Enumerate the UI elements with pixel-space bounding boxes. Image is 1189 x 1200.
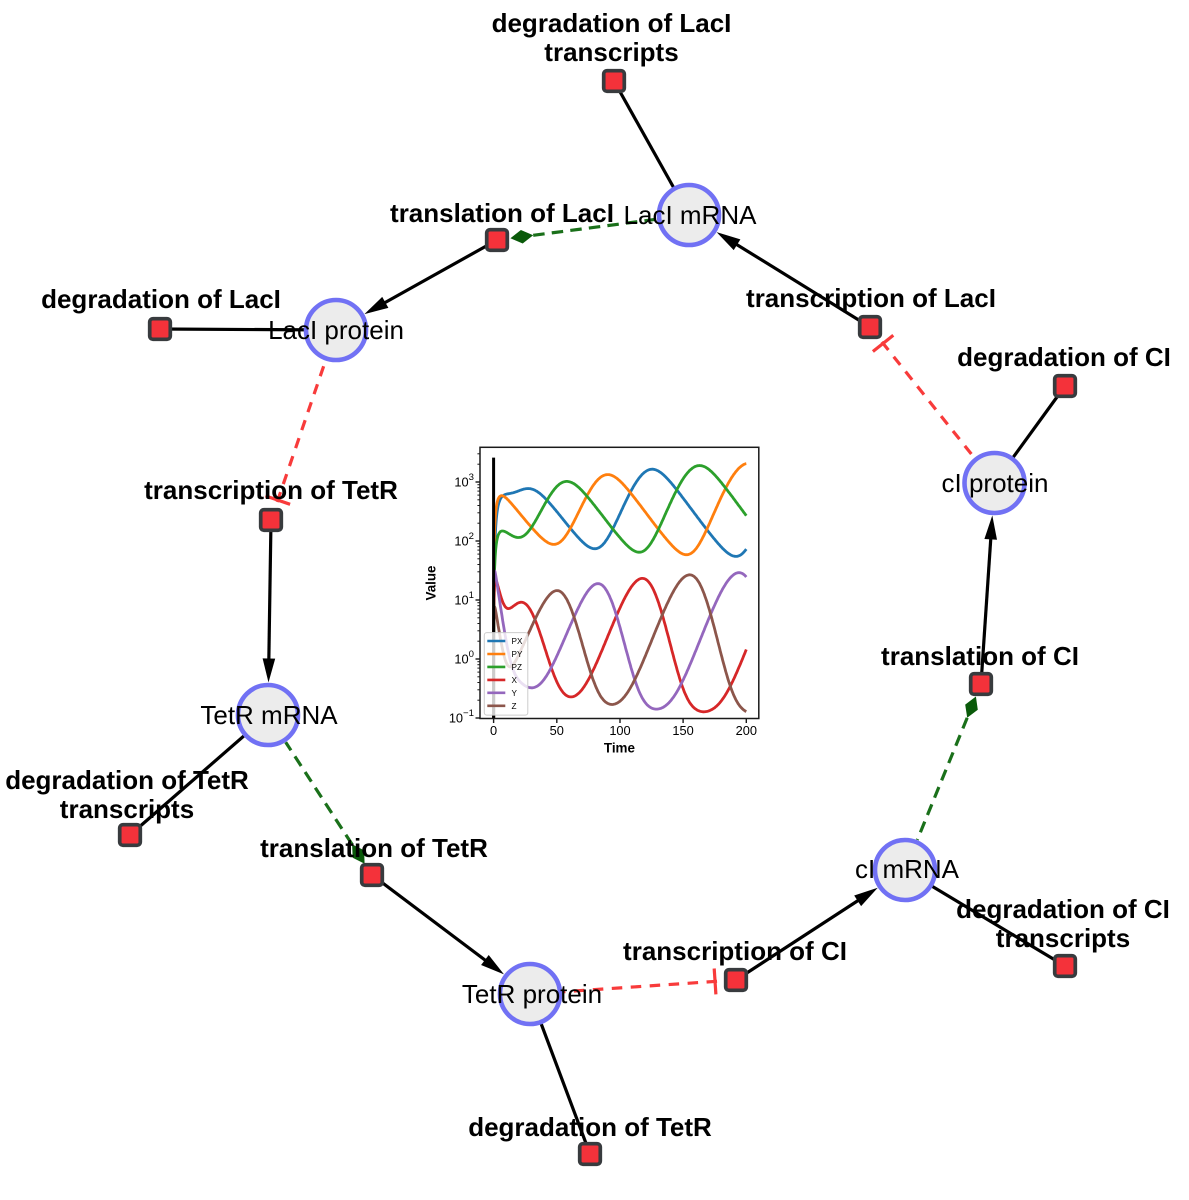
svg-text:translation of CI: translation of CI xyxy=(881,641,1079,671)
svg-text:degradation of CI: degradation of CI xyxy=(956,894,1170,924)
svg-text:degradation of TetR: degradation of TetR xyxy=(468,1112,712,1142)
svg-text:transcripts: transcripts xyxy=(996,923,1130,953)
svg-text:Time: Time xyxy=(604,741,635,756)
svg-text:translation of LacI: translation of LacI xyxy=(390,198,614,228)
svg-text:102: 102 xyxy=(454,531,474,548)
svg-text:TetR mRNA: TetR mRNA xyxy=(200,700,338,730)
svg-text:cI mRNA: cI mRNA xyxy=(855,854,960,884)
svg-text:transcription of LacI: transcription of LacI xyxy=(746,283,996,313)
svg-text:degradation of TetR: degradation of TetR xyxy=(5,765,249,795)
svg-text:PY: PY xyxy=(512,650,523,659)
svg-text:X: X xyxy=(512,676,518,685)
svg-text:103: 103 xyxy=(454,472,474,489)
svg-text:50: 50 xyxy=(550,723,564,738)
svg-text:101: 101 xyxy=(454,590,474,607)
svg-text:cI protein: cI protein xyxy=(942,468,1049,498)
svg-text:TetR protein: TetR protein xyxy=(462,979,602,1009)
svg-text:transcription of TetR: transcription of TetR xyxy=(144,475,398,505)
svg-text:degradation of CI: degradation of CI xyxy=(957,342,1171,372)
svg-text:LacI mRNA: LacI mRNA xyxy=(624,200,758,230)
svg-text:transcripts: transcripts xyxy=(60,794,194,824)
svg-text:transcription of CI: transcription of CI xyxy=(623,936,847,966)
svg-text:200: 200 xyxy=(736,723,757,738)
svg-text:10−1: 10−1 xyxy=(449,708,474,725)
svg-text:translation of TetR: translation of TetR xyxy=(260,833,488,863)
svg-text:100: 100 xyxy=(454,649,474,666)
svg-text:0: 0 xyxy=(490,723,497,738)
svg-text:degradation of LacI: degradation of LacI xyxy=(492,8,732,38)
svg-text:Y: Y xyxy=(512,689,518,698)
svg-text:Z: Z xyxy=(512,702,517,711)
svg-text:PZ: PZ xyxy=(512,663,522,672)
svg-text:PX: PX xyxy=(512,637,523,646)
svg-text:150: 150 xyxy=(672,723,693,738)
svg-text:transcripts: transcripts xyxy=(544,37,678,67)
svg-text:100: 100 xyxy=(609,723,630,738)
svg-text:Value: Value xyxy=(424,566,439,601)
svg-text:degradation of LacI: degradation of LacI xyxy=(41,284,281,314)
svg-text:LacI protein: LacI protein xyxy=(268,315,404,345)
